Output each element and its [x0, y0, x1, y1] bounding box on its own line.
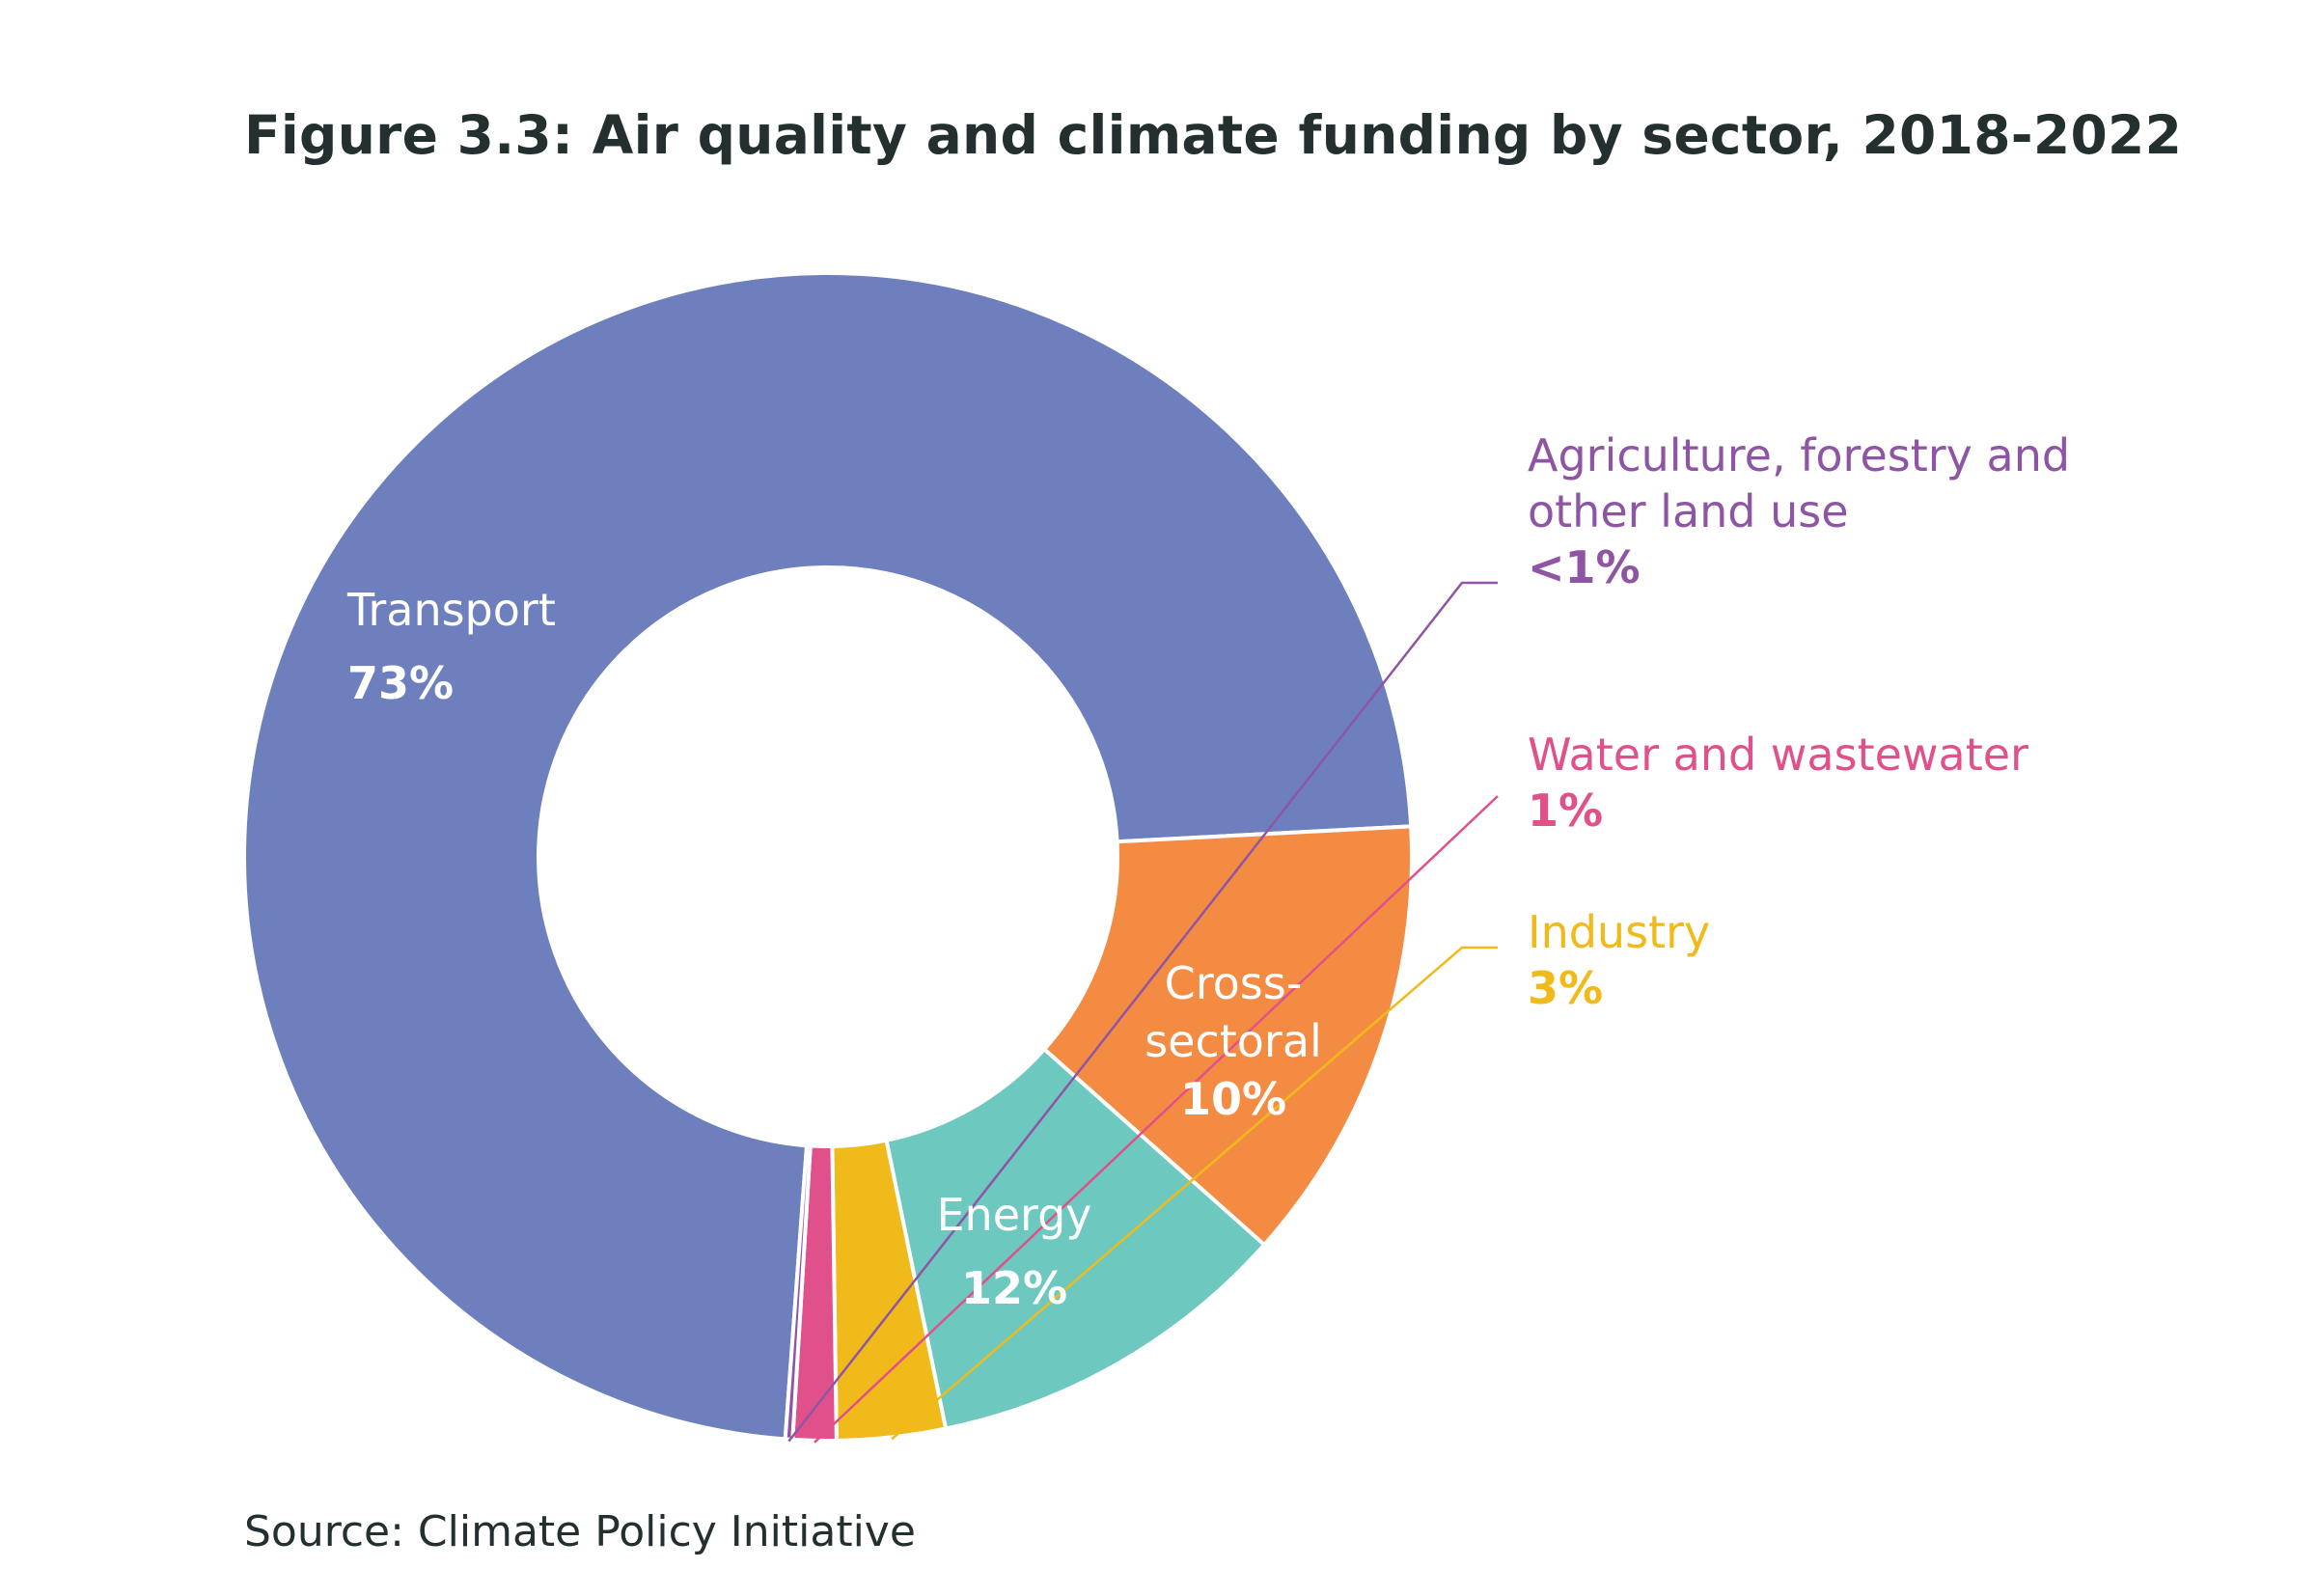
slice-value-transport: 73% [347, 657, 454, 709]
callout-value-industry: 3% [1528, 962, 1603, 1014]
callout-value-afolu: <1% [1528, 541, 1641, 593]
labels-layer: Transport 73% Energy 12% Cross-sectoral 10% In… [346, 429, 2070, 1314]
slice-value-energy: 12% [961, 1262, 1067, 1314]
callout-label-afolu-line1: Agriculture, forestry and [1528, 429, 2070, 482]
slice-label-cross_sectoral-line1: Cross- [1165, 957, 1303, 1009]
slice-cross_sectoral [884, 1046, 1267, 1431]
callout-label-water: Water and wastewater [1528, 729, 2028, 781]
chart-title: Figure 3.3: Air quality and climate fund… [244, 104, 2183, 166]
callout-label-industry: Industry [1528, 906, 1710, 958]
source-note: Source: Climate Policy Initiative [244, 1507, 916, 1556]
slice-label-cross_sectoral-line2: sectoral [1145, 1015, 1322, 1067]
slices-layer [242, 271, 1414, 1443]
slice-label-energy: Energy [936, 1189, 1091, 1241]
slice-value-cross_sectoral: 10% [1180, 1073, 1286, 1125]
callout-value-water: 1% [1528, 784, 1603, 837]
leader-line-water [814, 795, 1499, 1444]
slice-energy [1041, 824, 1414, 1248]
slice-transport [242, 271, 1414, 1442]
leader-line-industry [891, 946, 1498, 1441]
leader-line-afolu [787, 581, 1498, 1443]
leader-lines-layer [787, 581, 1499, 1444]
callout-label-afolu-line2: other land use [1528, 485, 1849, 537]
slice-label-transport: Transport [346, 584, 556, 636]
